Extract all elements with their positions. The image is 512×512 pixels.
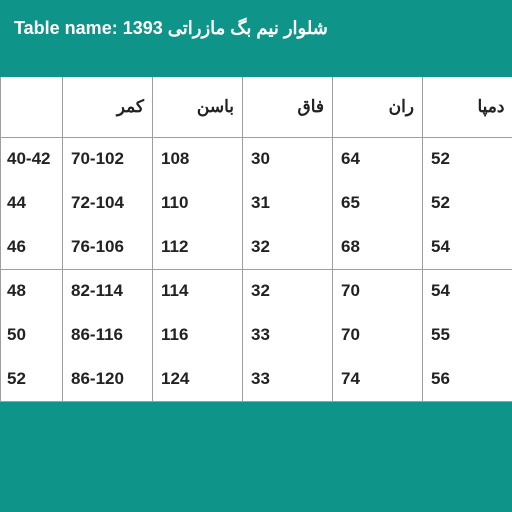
cell: 110 (153, 181, 243, 225)
cell: 33 (243, 357, 333, 401)
cell: 70-102 (63, 137, 153, 181)
table-container: کمر باسن فاق ران دمپا 40-42 70-102 108 3… (0, 77, 512, 402)
cell: 86-120 (63, 357, 153, 401)
cell: 55 (423, 313, 512, 357)
cell: 64 (333, 137, 423, 181)
cell: 70 (333, 269, 423, 313)
cell: 48 (1, 269, 63, 313)
cell: 54 (423, 269, 512, 313)
header-row: کمر باسن فاق ران دمپا (1, 77, 512, 137)
cell: 112 (153, 225, 243, 269)
cell: 65 (333, 181, 423, 225)
cell: 32 (243, 269, 333, 313)
cell: 82-114 (63, 269, 153, 313)
col-header (1, 77, 63, 137)
cell: 52 (1, 357, 63, 401)
table-row: 40-42 70-102 108 30 64 52 (1, 137, 512, 181)
cell: 31 (243, 181, 333, 225)
cell: 124 (153, 357, 243, 401)
title-prefix: Table name: (14, 18, 123, 38)
table-title-bar: Table name: 1393 شلوار نیم بگ مازراتی (0, 0, 512, 77)
col-header: باسن (153, 77, 243, 137)
size-table: کمر باسن فاق ران دمپا 40-42 70-102 108 3… (0, 77, 512, 402)
cell: 33 (243, 313, 333, 357)
table-row: 50 86-116 116 33 70 55 (1, 313, 512, 357)
cell: 74 (333, 357, 423, 401)
cell: 70 (333, 313, 423, 357)
table-row: 52 86-120 124 33 74 56 (1, 357, 512, 401)
cell: 86-116 (63, 313, 153, 357)
cell: 56 (423, 357, 512, 401)
col-header: ران (333, 77, 423, 137)
table-row: 46 76-106 112 32 68 54 (1, 225, 512, 269)
col-header: کمر (63, 77, 153, 137)
table-row: 44 72-104 110 31 65 52 (1, 181, 512, 225)
cell: 44 (1, 181, 63, 225)
cell: 72-104 (63, 181, 153, 225)
cell: 54 (423, 225, 512, 269)
title-rtl: شلوار نیم بگ مازراتی (168, 18, 328, 38)
cell: 114 (153, 269, 243, 313)
cell: 116 (153, 313, 243, 357)
table-row: 48 82-114 114 32 70 54 (1, 269, 512, 313)
cell: 46 (1, 225, 63, 269)
cell: 50 (1, 313, 63, 357)
col-header: دمپا (423, 77, 512, 137)
col-header: فاق (243, 77, 333, 137)
cell: 40-42 (1, 137, 63, 181)
cell: 68 (333, 225, 423, 269)
cell: 76-106 (63, 225, 153, 269)
cell: 52 (423, 137, 512, 181)
cell: 52 (423, 181, 512, 225)
cell: 32 (243, 225, 333, 269)
title-code: 1393 (123, 18, 163, 38)
page: Table name: 1393 شلوار نیم بگ مازراتی کم… (0, 0, 512, 512)
cell: 30 (243, 137, 333, 181)
cell: 108 (153, 137, 243, 181)
